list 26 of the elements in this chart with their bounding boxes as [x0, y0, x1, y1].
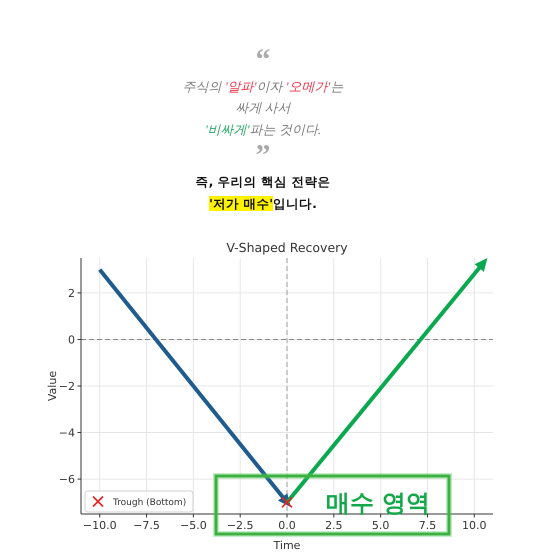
y-tick-label: 2 — [68, 286, 75, 300]
y-tick-label: −6 — [58, 473, 75, 486]
text: '저가 매수'입니다. — [209, 196, 317, 211]
y-axis-title: Value — [46, 370, 59, 402]
x-tick-label: 5.0 — [372, 519, 390, 532]
x-tick-label: −7.5 — [133, 519, 160, 532]
x-tick-label: −2.5 — [226, 519, 254, 532]
x-tick-label: 2.5 — [325, 519, 343, 532]
chart-title: V-Shaped Recovery — [226, 240, 348, 255]
x-tick-label: 10.0 — [462, 519, 487, 532]
text: 즉, 우리의 핵심 전략은 — [196, 174, 330, 189]
y-tick-label: −2 — [58, 380, 75, 393]
x-tick-label: 7.5 — [418, 519, 436, 532]
y-tick-label: −4 — [58, 426, 75, 440]
text: '비싸게'파는 것이다. — [204, 122, 322, 137]
x-tick-label: −10.0 — [82, 519, 117, 532]
text: 주식의 '알파'이자 '오메가'는 — [182, 79, 344, 94]
text: 싸게 사서 — [235, 100, 291, 115]
text: ” — [256, 139, 270, 172]
x-tick-label: −5.0 — [180, 519, 207, 532]
annotation: 매수 영역 — [326, 489, 430, 517]
legend-label: Trough (Bottom) — [112, 498, 186, 508]
x-tick-label: 0.0 — [278, 519, 296, 532]
x-axis-title: Time — [272, 539, 301, 552]
text: “ — [256, 43, 270, 76]
y-tick-label: 0 — [68, 333, 75, 346]
